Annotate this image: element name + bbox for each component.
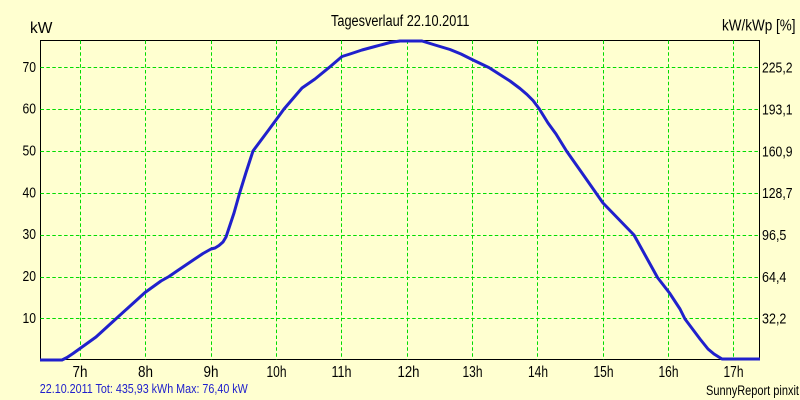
- svg-text:7h: 7h: [73, 364, 88, 381]
- svg-text:9h: 9h: [204, 364, 219, 381]
- svg-text:14h: 14h: [528, 364, 548, 381]
- svg-text:50: 50: [23, 144, 37, 160]
- svg-text:60: 60: [23, 102, 37, 118]
- svg-text:10: 10: [23, 311, 37, 327]
- svg-text:11h: 11h: [332, 364, 352, 381]
- svg-text:kW/kWp [%]: kW/kWp [%]: [722, 18, 796, 35]
- svg-text:70: 70: [23, 60, 37, 76]
- svg-text:17h: 17h: [724, 364, 744, 381]
- svg-text:225,2: 225,2: [762, 61, 793, 77]
- svg-text:30: 30: [23, 227, 37, 243]
- svg-text:8h: 8h: [138, 364, 153, 381]
- svg-text:Tagesverlauf 22.10.2011: Tagesverlauf 22.10.2011: [331, 13, 470, 30]
- svg-text:16h: 16h: [659, 364, 679, 381]
- svg-text:96,5: 96,5: [762, 228, 786, 244]
- svg-text:12h: 12h: [398, 364, 420, 381]
- svg-text:160,9: 160,9: [762, 145, 793, 161]
- svg-text:10h: 10h: [267, 364, 287, 381]
- svg-text:20: 20: [23, 269, 37, 285]
- svg-text:15h: 15h: [594, 364, 614, 381]
- svg-text:kW: kW: [30, 20, 53, 37]
- svg-text:22.10.2011 Tot: 435,93 kWh Max: 22.10.2011 Tot: 435,93 kWh Max: 76,40 kW: [40, 381, 249, 396]
- svg-text:32,2: 32,2: [762, 312, 786, 328]
- svg-text:13h: 13h: [463, 364, 483, 381]
- svg-text:193,1: 193,1: [762, 103, 793, 119]
- svg-text:40: 40: [23, 185, 37, 201]
- svg-text:SunnyReport pinxit: SunnyReport pinxit: [706, 383, 799, 398]
- svg-text:64,4: 64,4: [762, 270, 786, 286]
- svg-text:128,7: 128,7: [762, 186, 793, 202]
